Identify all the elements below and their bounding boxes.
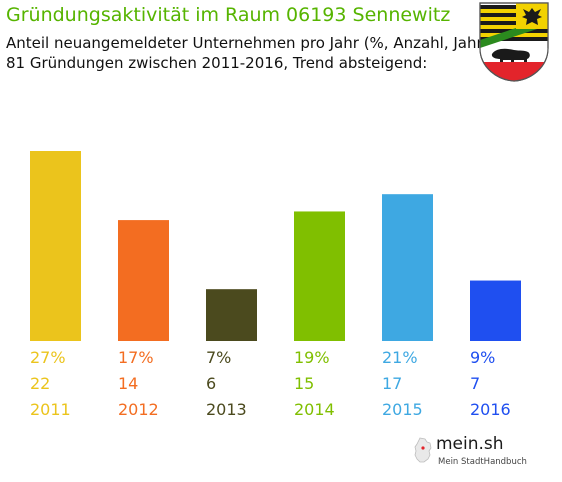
year-label: 2014 — [294, 400, 335, 419]
year-label: 2016 — [470, 400, 511, 419]
count-label: 22 — [30, 374, 50, 393]
percent-label: 27% — [30, 348, 66, 367]
year-label: 2012 — [118, 400, 159, 419]
percent-label: 7% — [206, 348, 231, 367]
subtitle-line-1: Anteil neuangemeldeter Unternehmen pro J… — [6, 34, 489, 52]
subtitle-line-2: 81 Gründungen zwischen 2011-2016, Trend … — [6, 54, 428, 72]
bar-2013 — [206, 289, 257, 341]
site-tagline: Mein StadtHandbuch — [438, 457, 527, 467]
year-label: 2011 — [30, 400, 71, 419]
percent-label: 19% — [294, 348, 330, 367]
count-label: 7 — [470, 374, 480, 393]
germany-map-icon — [414, 437, 432, 463]
coat-of-arms-icon — [479, 2, 549, 82]
percent-label: 21% — [382, 348, 418, 367]
bar-2014 — [294, 211, 345, 341]
bar-2015 — [382, 194, 433, 341]
site-name: mein.sh — [436, 434, 504, 454]
count-label: 15 — [294, 374, 314, 393]
site-logo[interactable]: mein.sh Mein StadtHandbuch — [414, 434, 527, 474]
year-label: 2015 — [382, 400, 423, 419]
bar-2016 — [470, 280, 521, 341]
bar-2012 — [118, 220, 169, 341]
chart-subtitle: Anteil neuangemeldeter Unternehmen pro J… — [6, 33, 489, 73]
chart-title: Gründungsaktivität im Raum 06193 Sennewi… — [6, 4, 451, 26]
percent-label: 9% — [470, 348, 495, 367]
count-label: 14 — [118, 374, 138, 393]
year-label: 2013 — [206, 400, 247, 419]
percent-label: 17% — [118, 348, 154, 367]
bar-2011 — [30, 151, 81, 341]
count-label: 6 — [206, 374, 216, 393]
count-label: 17 — [382, 374, 402, 393]
